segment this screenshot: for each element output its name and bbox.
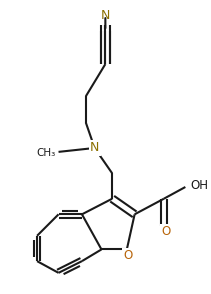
Text: O: O	[161, 225, 170, 238]
Text: N: N	[101, 9, 110, 22]
Text: OH: OH	[190, 178, 208, 192]
Text: N: N	[90, 141, 99, 154]
Text: O: O	[123, 249, 133, 262]
Text: CH₃: CH₃	[36, 148, 56, 158]
